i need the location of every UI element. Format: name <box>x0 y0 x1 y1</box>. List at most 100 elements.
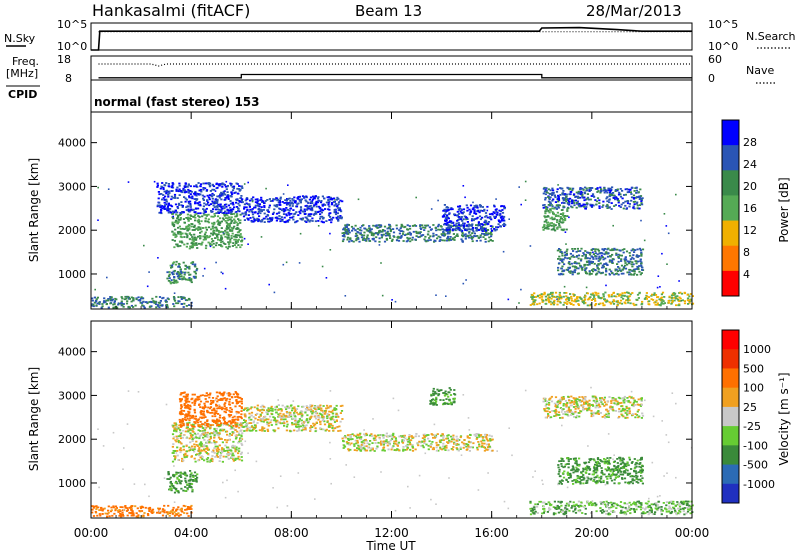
data-cell <box>231 228 234 231</box>
data-cell <box>674 292 677 295</box>
data-cell <box>552 224 555 227</box>
data-cell <box>173 430 176 432</box>
data-cell <box>493 205 496 208</box>
data-cell <box>212 419 215 422</box>
data-cell <box>630 196 634 199</box>
data-cell <box>336 196 339 199</box>
data-cell <box>468 230 471 233</box>
data-cell <box>411 236 414 239</box>
data-cell <box>194 192 197 194</box>
data-cell <box>281 404 284 407</box>
data-cell <box>626 260 629 263</box>
data-cell <box>568 263 571 266</box>
data-cell <box>408 231 411 234</box>
data-cell <box>612 292 615 295</box>
data-cell <box>497 223 500 226</box>
data-cell <box>547 297 550 300</box>
data-cell <box>173 276 176 278</box>
data-cell <box>635 187 638 189</box>
data-cell <box>478 211 481 214</box>
data-cell <box>503 225 506 227</box>
data-cell <box>279 208 282 211</box>
data-cell <box>194 207 198 210</box>
data-cell <box>198 404 201 406</box>
data-cell <box>143 306 146 309</box>
data-cell <box>192 215 195 218</box>
data-cell <box>200 220 203 223</box>
data-cell <box>212 242 215 245</box>
data-cell <box>193 448 196 451</box>
data-cell <box>329 249 332 251</box>
data-cell <box>623 194 626 196</box>
data-cell <box>193 242 196 245</box>
data-cell <box>238 447 241 450</box>
data-cell <box>571 206 574 209</box>
data-cell <box>322 428 325 431</box>
data-cell <box>208 459 211 462</box>
data-cell <box>206 431 209 434</box>
data-cell <box>633 251 636 253</box>
data-cell <box>228 398 231 401</box>
data-cell <box>236 183 239 185</box>
data-cell <box>566 210 569 212</box>
data-cell <box>462 282 465 285</box>
data-cell <box>206 434 209 437</box>
data-cell <box>135 298 138 301</box>
data-cell <box>560 187 564 190</box>
data-cell <box>633 203 636 206</box>
data-cell <box>196 432 200 435</box>
data-cell <box>204 398 207 400</box>
data-cell <box>663 296 666 298</box>
data-cell <box>599 302 602 305</box>
data-cell <box>624 264 627 267</box>
data-cell <box>624 200 627 203</box>
data-cell <box>177 262 180 265</box>
data-cell <box>588 187 591 189</box>
data-cell <box>193 233 196 236</box>
data-cell <box>174 422 177 425</box>
data-cell <box>270 419 273 422</box>
data-cell <box>489 225 492 227</box>
data-cell <box>189 204 192 207</box>
data-cell <box>249 407 252 410</box>
data-cell <box>559 213 562 215</box>
data-cell <box>194 415 197 418</box>
data-cell <box>186 266 189 269</box>
data-cell <box>584 302 587 304</box>
data-cell <box>197 228 200 231</box>
scatter-region-8 <box>529 291 695 307</box>
data-cell <box>356 227 359 230</box>
data-cell <box>306 219 309 222</box>
data-cell <box>561 265 564 268</box>
data-cell <box>263 212 266 215</box>
data-cell <box>160 193 163 195</box>
data-cell <box>206 457 210 459</box>
data-cell <box>167 275 171 277</box>
data-cell <box>177 226 180 229</box>
data-cell <box>178 194 181 196</box>
data-cell <box>498 209 501 212</box>
data-cell <box>180 392 183 394</box>
data-cell <box>298 262 301 264</box>
data-cell <box>549 201 552 204</box>
data-cell <box>562 206 565 209</box>
data-cell <box>598 258 601 261</box>
data-cell <box>437 223 440 226</box>
data-cell <box>476 235 479 237</box>
data-cell <box>206 436 209 438</box>
data-cell <box>195 184 198 186</box>
data-cell <box>275 405 278 408</box>
data-cell <box>212 215 215 218</box>
data-cell <box>109 302 112 305</box>
data-cell <box>638 291 641 294</box>
data-cell <box>584 255 587 258</box>
data-cell <box>626 191 629 194</box>
data-cell <box>542 187 545 190</box>
data-cell <box>638 247 642 250</box>
data-cell <box>389 225 392 228</box>
data-cell <box>586 197 589 200</box>
data-cell <box>214 445 217 448</box>
data-cell <box>210 458 214 460</box>
data-cell <box>618 294 621 297</box>
data-cell <box>293 196 296 199</box>
